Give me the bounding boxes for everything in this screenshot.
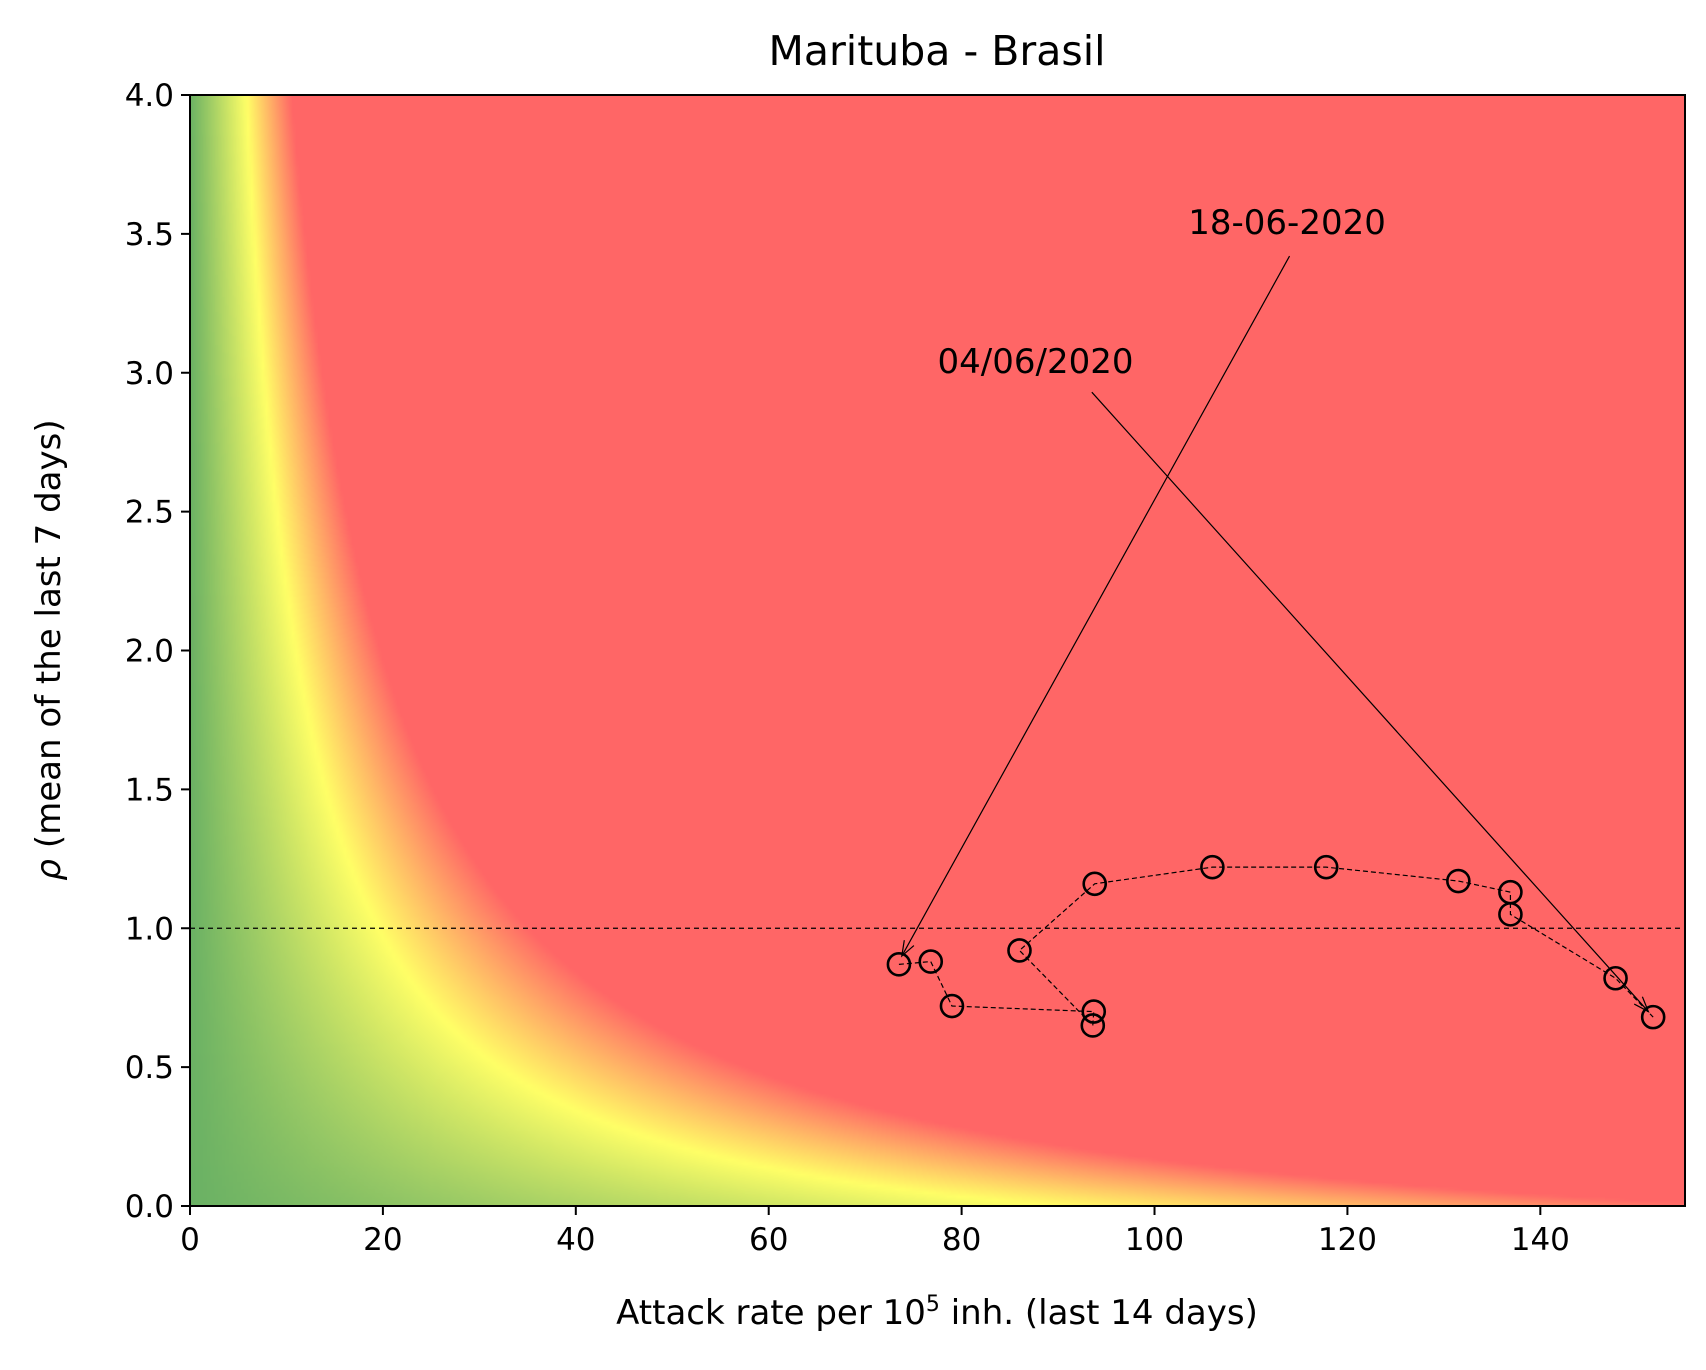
x-axis-label-sup: 5 <box>926 1292 940 1317</box>
y-axis-label-rest: (mean of the last 7 days) <box>29 419 69 859</box>
data-point <box>1007 938 1032 963</box>
y-tick-label: 0.0 <box>125 1189 174 1225</box>
x-tick-label: 100 <box>1125 1222 1184 1258</box>
data-point <box>1640 1004 1666 1030</box>
annotations-group: 04/06/2020 18-06-2020 <box>900 203 1650 1013</box>
annotation-label: 04/06/2020 <box>938 342 1134 382</box>
y-tick-label: 0.5 <box>125 1050 174 1086</box>
x-tick-label: 20 <box>363 1222 402 1258</box>
y-tick-label: 2.0 <box>125 634 174 670</box>
series-group <box>886 854 1666 1038</box>
data-point <box>1080 1013 1106 1038</box>
data-point <box>1081 999 1107 1024</box>
y-tick-label: 1.5 <box>125 772 174 808</box>
x-axis-label: Attack rate per 105 inh. (last 14 days) <box>616 1292 1258 1333</box>
series-line <box>898 866 1654 1027</box>
heatmap-image <box>190 95 1685 1206</box>
y-tick-label: 3.0 <box>125 356 174 392</box>
data-point <box>1498 902 1523 927</box>
annotation-arrowhead <box>900 940 915 958</box>
data-point <box>1603 965 1628 991</box>
x-tick-label: 140 <box>1511 1222 1570 1258</box>
x-tick-label: 80 <box>942 1222 981 1258</box>
x-tick-label: 60 <box>749 1222 788 1258</box>
x-tick-label: 0 <box>180 1222 200 1258</box>
data-point <box>1082 871 1108 897</box>
y-axis-label: ρ (mean of the last 7 days) <box>29 419 69 880</box>
data-point <box>939 993 965 1019</box>
x-tick-label: 120 <box>1318 1222 1377 1258</box>
annotation-arrow <box>1091 391 1649 1012</box>
data-point <box>1446 868 1471 894</box>
y-tick-label: 4.0 <box>125 78 174 114</box>
risk-heatmap <box>190 95 1685 1206</box>
y-axis-label-rho: ρ <box>29 859 69 881</box>
y-axis: 0.0 0.5 1.0 1.5 2.0 2.5 3.0 3.5 4.0 <box>125 78 190 1225</box>
chart-title: Marituba - Brasil <box>768 27 1105 75</box>
x-axis: 0 20 40 60 80 100 120 140 <box>180 1206 1570 1258</box>
data-point <box>918 949 944 974</box>
annotation-arrow <box>901 255 1291 957</box>
annotation-arrowhead <box>1633 996 1650 1013</box>
data-point <box>886 952 912 977</box>
data-point <box>1200 854 1225 880</box>
data-point <box>1313 854 1339 880</box>
y-tick-label: 3.5 <box>125 217 174 253</box>
y-tick-label: 2.5 <box>125 495 174 531</box>
annotation-label: 18-06-2020 <box>1188 203 1386 243</box>
x-tick-label: 40 <box>556 1222 595 1258</box>
x-axis-label-prefix: Attack rate per 10 <box>616 1293 926 1333</box>
x-axis-label-suffix: inh. (last 14 days) <box>940 1293 1258 1333</box>
y-tick-label: 1.0 <box>125 911 174 947</box>
